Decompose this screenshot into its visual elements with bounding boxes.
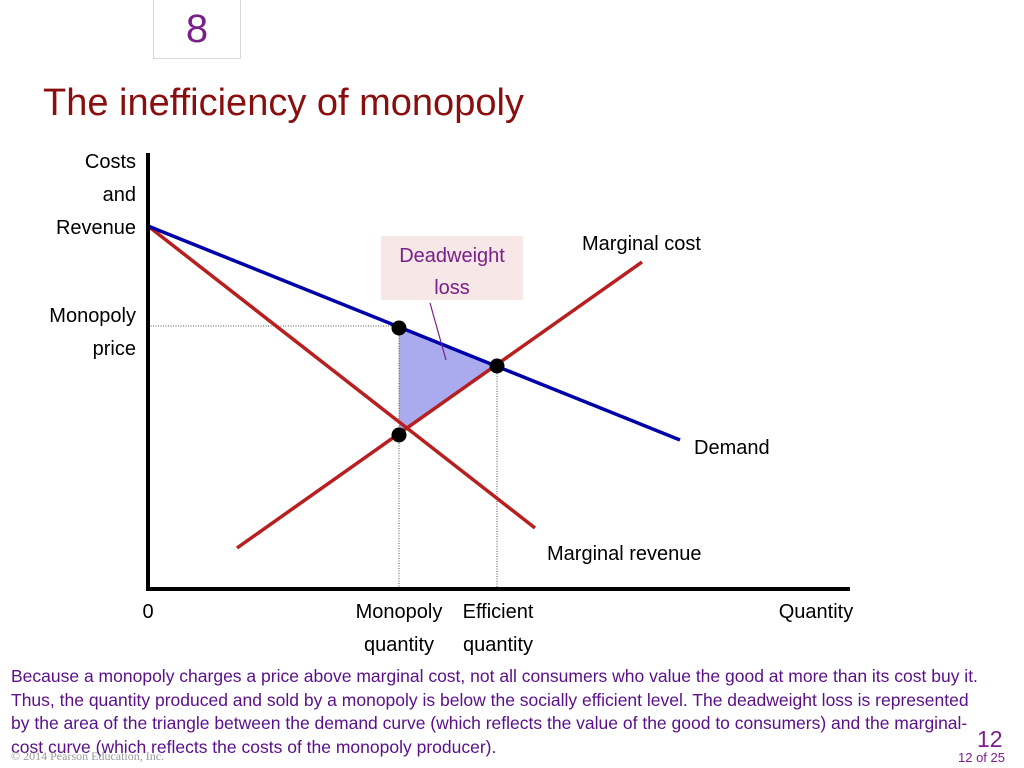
- monopoly-quantity-label-line2: quantity: [364, 634, 434, 656]
- monopoly-price-label-line1: Monopoly: [49, 305, 136, 327]
- monopoly-diagram: Deadweight loss Costs and Revenue Monopo…: [49, 151, 853, 656]
- page-count: 12 of 25: [958, 750, 1005, 765]
- deadweight-loss-label-box: [381, 236, 523, 300]
- efficient-quantity-label-line2: quantity: [463, 634, 533, 656]
- demand-curve: [147, 224, 681, 442]
- slide-title: The inefficiency of monopoly: [43, 82, 524, 124]
- copyright-notice: © 2014 Pearson Education, Inc.: [11, 749, 165, 763]
- y-axis-label-line1: Costs: [85, 151, 136, 173]
- monopoly-quantity-label-line1: Monopoly: [356, 601, 443, 623]
- demand-label: Demand: [694, 437, 770, 459]
- monopoly-price-label-line2: price: [93, 338, 136, 360]
- deadweight-loss-label-line2: loss: [434, 277, 470, 299]
- x-origin-label: 0: [142, 601, 153, 623]
- marginal-revenue-label: Marginal revenue: [547, 543, 702, 565]
- y-axis-label-line3: Revenue: [56, 217, 136, 239]
- slide-caption: Because a monopoly charges a price above…: [11, 666, 978, 757]
- deadweight-loss-area: [399, 328, 497, 435]
- efficient-point: [489, 358, 505, 374]
- efficient-quantity-label-line1: Efficient: [463, 601, 534, 623]
- page-number: 12: [977, 726, 1003, 752]
- chapter-number: 8: [153, 0, 241, 59]
- monopoly-price-point: [391, 320, 407, 336]
- deadweight-loss-pointer: [429, 302, 447, 361]
- marginal-cost-curve: [235, 260, 644, 550]
- x-axis-label: Quantity: [779, 601, 853, 623]
- marginal-cost-label: Marginal cost: [582, 233, 701, 255]
- deadweight-loss-label-line1: Deadweight: [399, 245, 505, 267]
- monopoly-mc-point: [391, 427, 407, 443]
- y-axis-label-line2: and: [103, 184, 136, 206]
- marginal-revenue-curve: [146, 224, 537, 530]
